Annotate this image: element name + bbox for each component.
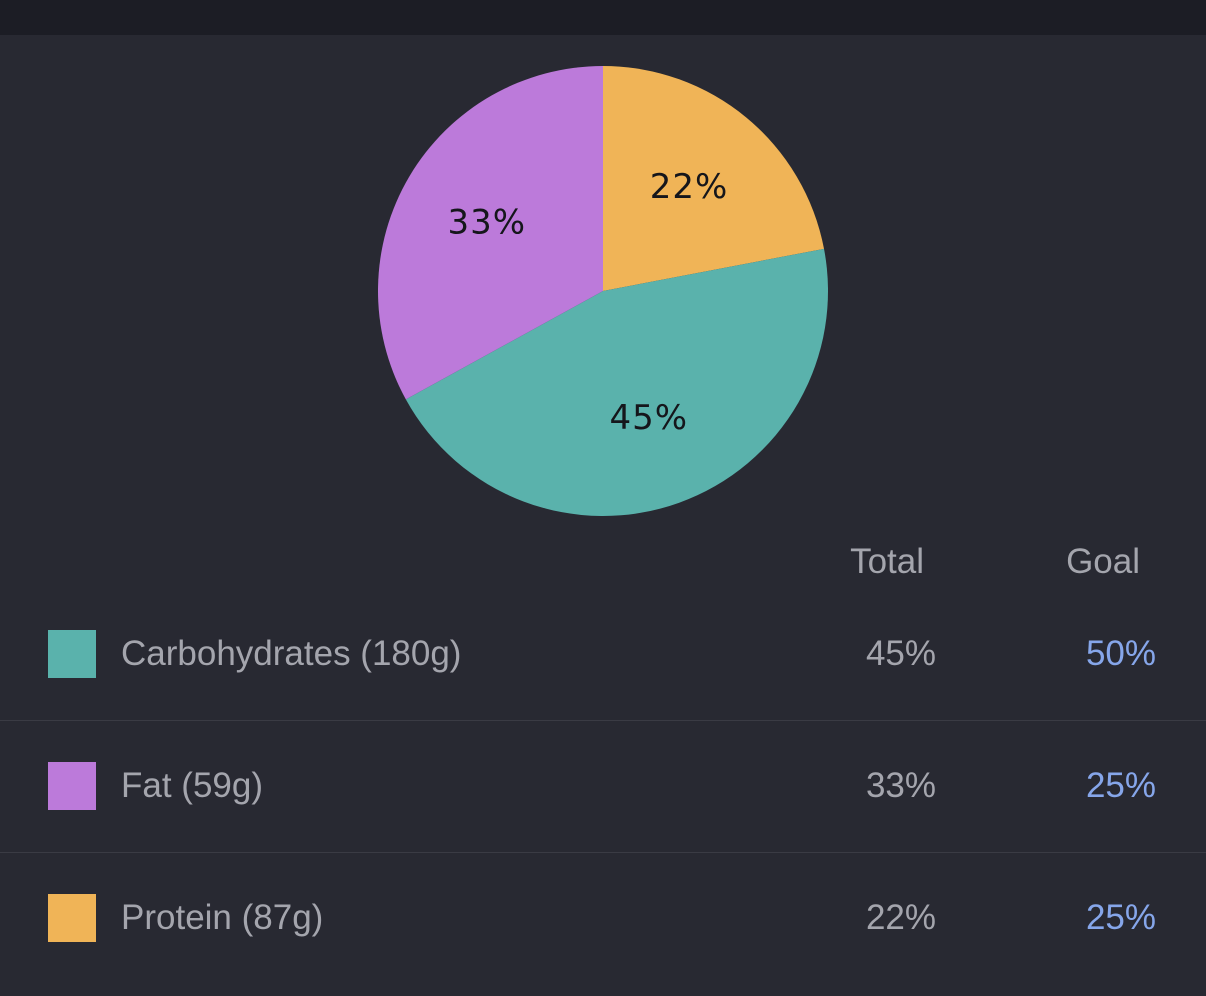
pie-slice-protein (603, 66, 825, 291)
row-label: Fat (59g) (121, 766, 263, 805)
table-row-carbohydrates[interactable]: Carbohydrates (180g) 45% 50% (0, 588, 1206, 721)
row-total-value: 22% (865, 898, 936, 937)
pie-slice-fat (377, 66, 603, 400)
top-bar (0, 0, 1206, 35)
macro-pie-chart: 22% 45% 33% (0, 35, 1206, 535)
table-row-protein[interactable]: Protein (87g) 22% 25% (0, 852, 1206, 984)
pie-slice-carbohydrates (405, 248, 829, 517)
protein-color-swatch (48, 894, 96, 942)
table-row-fat[interactable]: Fat (59g) 33% 25% (0, 720, 1206, 853)
row-label: Protein (87g) (121, 898, 324, 937)
pie-label-protein: 22% (650, 167, 729, 207)
pie-label-fat: 33% (448, 202, 527, 242)
column-header-total: Total (850, 542, 924, 581)
row-goal-value[interactable]: 25% (1085, 898, 1156, 937)
row-goal-value[interactable]: 50% (1085, 634, 1156, 673)
row-total-value: 33% (865, 766, 936, 805)
row-total-value: 45% (865, 634, 936, 673)
row-goal-value[interactable]: 25% (1085, 766, 1156, 805)
fat-color-swatch (48, 762, 96, 810)
column-header-goal: Goal (1066, 542, 1140, 581)
row-label: Carbohydrates (180g) (121, 634, 462, 673)
pie-chart-svg: 22% 45% 33% (377, 66, 829, 517)
carbohydrates-color-swatch (48, 630, 96, 678)
pie-label-carbohydrates: 45% (609, 398, 688, 438)
